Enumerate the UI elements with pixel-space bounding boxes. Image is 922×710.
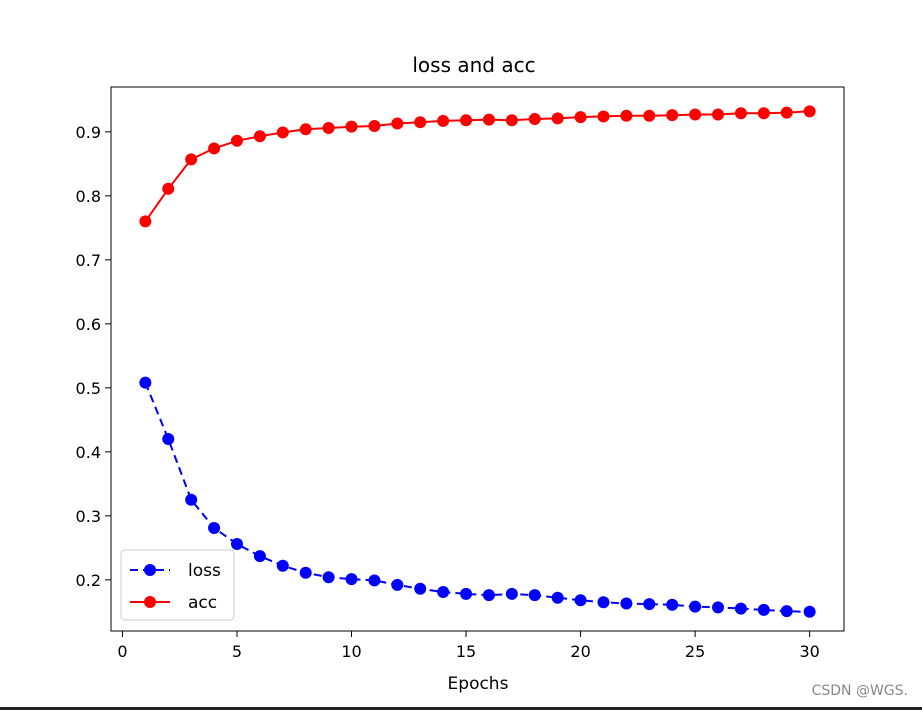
point-loss: [528, 589, 541, 602]
point-loss: [620, 597, 633, 610]
point-acc: [803, 105, 816, 118]
point-acc: [597, 110, 610, 123]
bottom-rule: [0, 707, 922, 710]
point-loss: [414, 582, 427, 595]
point-acc: [666, 109, 679, 122]
legend-label-acc: acc: [188, 593, 217, 613]
series-line-loss: [144, 382, 810, 613]
x-tick-label: 0: [117, 642, 127, 661]
point-loss: [345, 573, 358, 586]
point-loss: [391, 578, 404, 591]
watermark-text: CSDN @WGS.: [811, 683, 908, 699]
x-tick-label: 5: [232, 642, 242, 661]
point-acc: [689, 108, 702, 121]
point-acc: [482, 113, 495, 126]
y-tick-label: 0.5: [76, 379, 101, 398]
point-loss: [597, 596, 610, 609]
point-acc: [345, 120, 358, 133]
y-tick-label: 0.6: [76, 315, 101, 334]
point-loss: [643, 598, 656, 611]
point-acc: [757, 107, 770, 120]
point-loss: [689, 600, 702, 613]
legend-marker-loss: [144, 564, 156, 576]
series-line-acc: [144, 110, 810, 222]
y-tick-label: 0.3: [76, 507, 101, 526]
point-loss: [666, 598, 679, 611]
x-tick-label: 20: [570, 642, 590, 661]
legend: loss acc: [120, 549, 235, 621]
point-loss: [803, 605, 816, 618]
point-acc: [780, 106, 793, 119]
point-loss: [551, 591, 564, 604]
y-tick-label: 0.2: [76, 571, 101, 590]
x-tick-label: 15: [456, 642, 476, 661]
point-acc: [574, 111, 587, 124]
point-acc: [620, 109, 633, 122]
point-loss: [482, 589, 495, 602]
point-acc: [437, 114, 450, 127]
point-acc: [734, 107, 747, 120]
point-acc: [208, 142, 221, 155]
point-loss: [757, 603, 770, 616]
x-axis-label: Epochs: [448, 674, 509, 694]
point-loss: [208, 521, 221, 534]
point-acc: [162, 182, 175, 195]
legend-marker-acc: [144, 596, 156, 608]
x-tick-label: 10: [341, 642, 361, 661]
point-acc: [643, 109, 656, 122]
y-tick-label: 0.8: [76, 187, 101, 206]
point-loss: [230, 537, 243, 550]
point-loss: [505, 587, 518, 600]
point-loss: [574, 594, 587, 607]
point-acc: [391, 117, 404, 130]
point-acc: [460, 114, 473, 127]
point-loss: [139, 376, 152, 389]
y-tick-label: 0.7: [76, 251, 101, 270]
point-loss: [368, 574, 381, 587]
point-acc: [551, 112, 564, 125]
point-loss: [712, 601, 725, 614]
point-acc: [368, 120, 381, 133]
point-loss: [253, 550, 266, 563]
point-acc: [253, 130, 266, 143]
chart-title: loss and acc: [412, 53, 535, 77]
point-acc: [712, 108, 725, 121]
x-tick-label: 25: [685, 642, 705, 661]
y-tick-label: 0.9: [76, 123, 101, 142]
legend-label-loss: loss: [188, 561, 221, 581]
x-tick-label: 30: [799, 642, 819, 661]
point-acc: [322, 121, 335, 134]
axes-frame: [110, 86, 845, 632]
point-acc: [185, 153, 198, 166]
point-acc: [414, 116, 427, 129]
point-loss: [460, 587, 473, 600]
point-loss: [276, 559, 289, 572]
point-loss: [162, 433, 175, 445]
point-acc: [139, 215, 152, 228]
point-acc: [299, 123, 312, 136]
y-tick-label: 0.4: [76, 443, 101, 462]
point-acc: [230, 134, 243, 147]
point-loss: [780, 605, 793, 618]
point-acc: [528, 113, 541, 125]
point-loss: [185, 493, 198, 506]
point-acc: [505, 114, 518, 127]
point-acc: [276, 126, 289, 139]
point-loss: [437, 585, 450, 598]
point-loss: [734, 602, 747, 615]
point-loss: [299, 566, 312, 579]
point-loss: [322, 571, 335, 584]
